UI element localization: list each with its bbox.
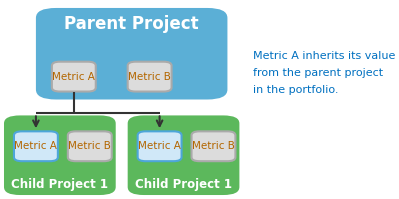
FancyBboxPatch shape (128, 115, 239, 195)
Text: Metric A: Metric A (138, 141, 181, 151)
Text: Metric A inherits its value: Metric A inherits its value (253, 51, 396, 61)
FancyBboxPatch shape (128, 62, 172, 92)
Text: Child Project 1: Child Project 1 (11, 178, 109, 191)
Text: in the portfolio.: in the portfolio. (253, 85, 339, 95)
Text: Metric B: Metric B (128, 72, 171, 82)
Text: Metric A: Metric A (14, 141, 57, 151)
FancyBboxPatch shape (4, 115, 116, 195)
Text: Metric B: Metric B (192, 141, 235, 151)
Text: Metric A: Metric A (52, 72, 95, 82)
FancyBboxPatch shape (52, 62, 96, 92)
Text: Parent Project: Parent Project (64, 15, 199, 33)
Text: from the parent project: from the parent project (253, 68, 383, 78)
FancyBboxPatch shape (14, 131, 58, 161)
FancyBboxPatch shape (36, 8, 227, 100)
FancyBboxPatch shape (138, 131, 182, 161)
FancyBboxPatch shape (68, 131, 112, 161)
Text: Child Project 1: Child Project 1 (135, 178, 232, 191)
Text: Metric B: Metric B (68, 141, 111, 151)
FancyBboxPatch shape (192, 131, 235, 161)
